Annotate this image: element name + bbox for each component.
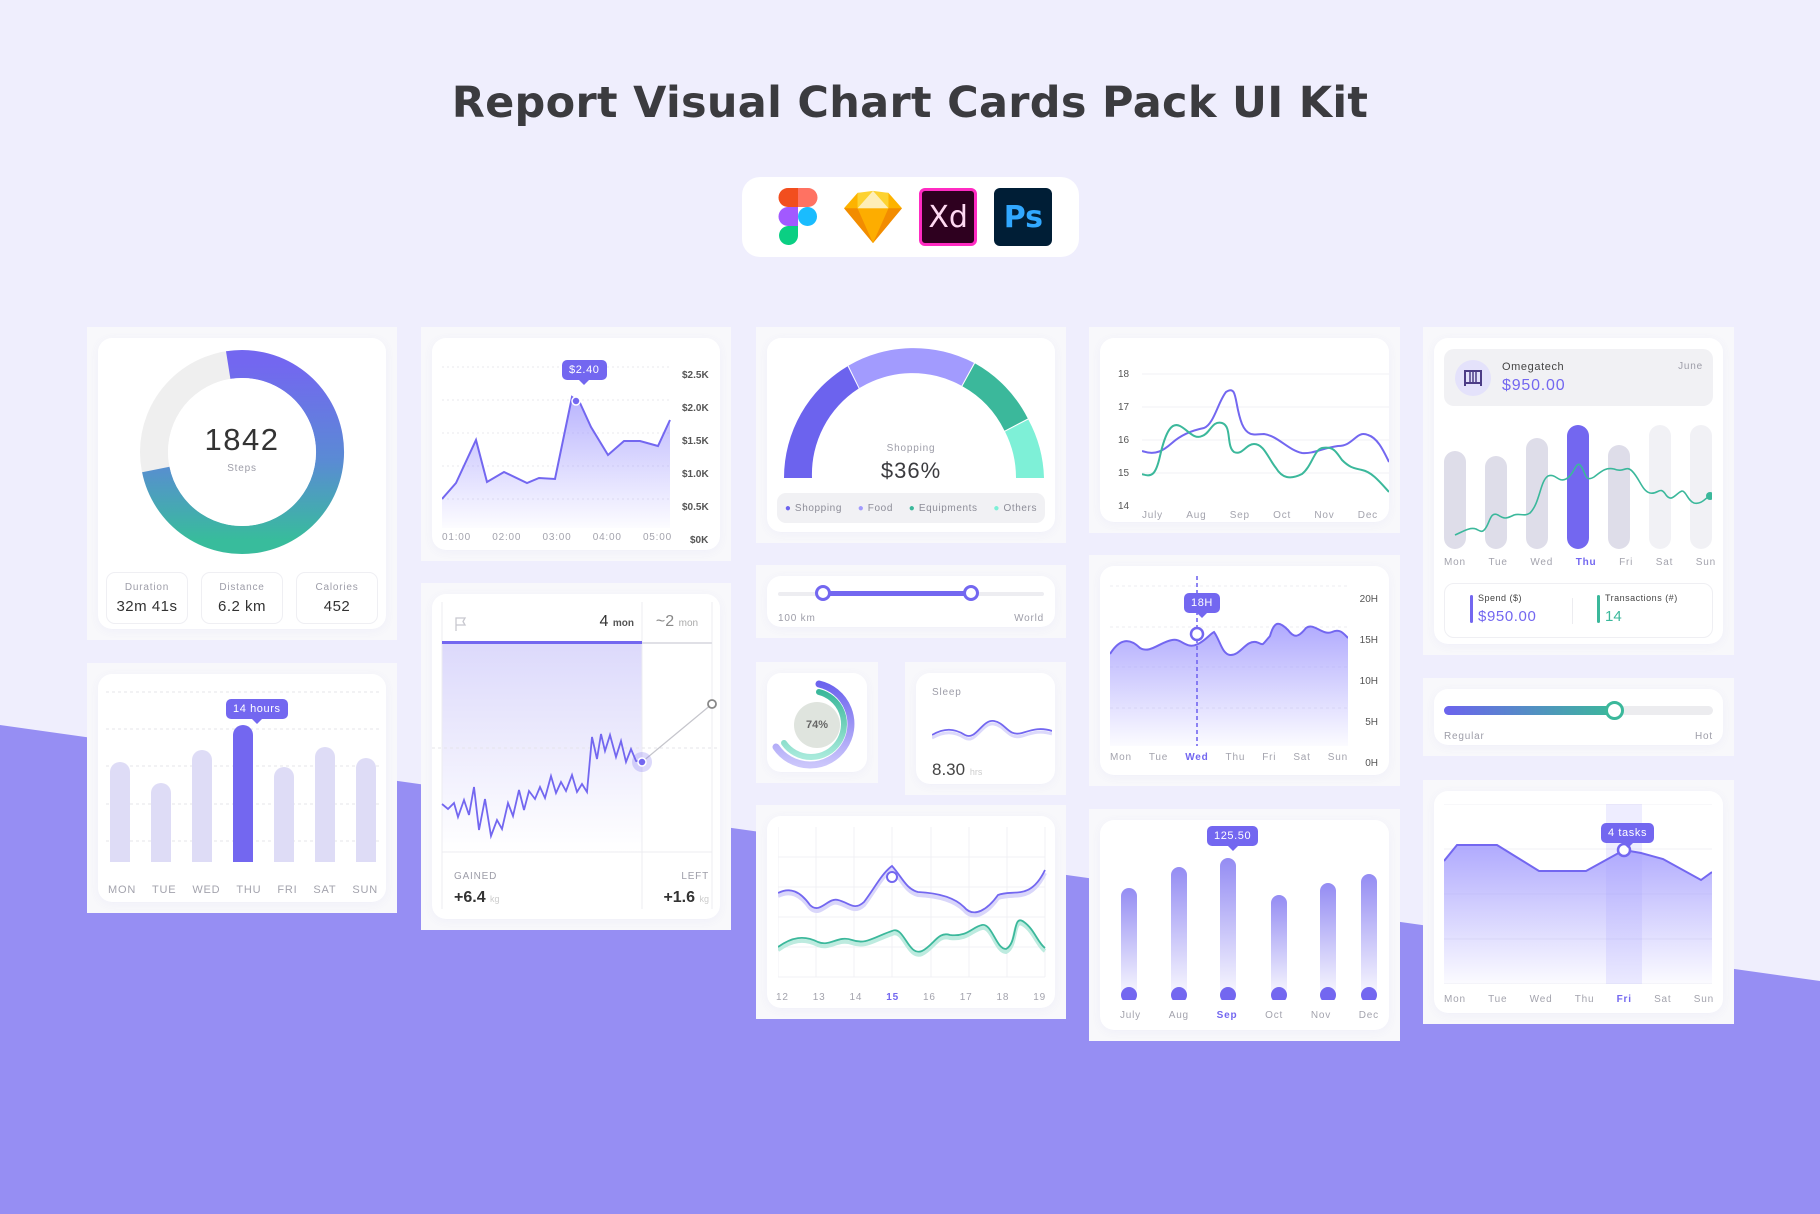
progress-donut-card: 74% <box>756 662 878 783</box>
company-name: Omegatech <box>1502 361 1565 373</box>
omegatech-x-axis: Mon Tue Wed Thu Fri Sat Sun <box>1444 557 1716 568</box>
left-value: +1.6 kg <box>663 889 709 906</box>
barcode-icon <box>1455 360 1491 396</box>
steps-card: 1842 Steps Duration 32m 41s Distance 6.2… <box>87 327 397 640</box>
left-label: LEFT <box>681 871 709 882</box>
donut-value: 74% <box>805 719 829 731</box>
company-header[interactable]: Omegatech $950.00 June <box>1444 349 1713 406</box>
company-month: June <box>1678 361 1703 372</box>
hours-bar-card: 14 hours MON TUE WED THU FRI SAT SUN <box>87 663 397 913</box>
revenue-tooltip: $2.40 <box>562 360 607 385</box>
spend-value: $950.00 <box>1478 608 1537 625</box>
figma-logo <box>769 188 827 246</box>
page-title: Report Visual Chart Cards Pack UI Kit <box>451 78 1369 128</box>
tool-logos: Xd Ps <box>742 177 1079 257</box>
legend-others: ● Others <box>993 502 1038 514</box>
omegatech-card: Omegatech $950.00 June Mon Tue Wed Thu F… <box>1423 327 1734 655</box>
dual-line-y-axis: 18 17 16 15 14 <box>1118 369 1130 512</box>
period-done: 4 mon <box>599 613 634 630</box>
spending-gauge-chart <box>784 348 1044 478</box>
steps-stats: Duration 32m 41s Distance 6.2 km Calorie… <box>106 572 378 624</box>
gauge-label: Shopping <box>886 443 936 454</box>
lollipop-x-axis: July Aug Sep Oct Nov Dec <box>1120 1010 1379 1021</box>
multi-line-card: 12 13 14 15 16 17 18 19 <box>756 805 1066 1019</box>
tasks-tooltip: 4 tasks <box>1601 823 1655 848</box>
lollipop-tooltip: 125.50 <box>1207 826 1259 851</box>
sleep-wave-chart <box>932 720 1052 741</box>
weight-progress-chart <box>432 602 720 909</box>
temp-slider-handle[interactable] <box>1605 701 1624 720</box>
sleep-value: 8.30 hrs <box>932 760 983 779</box>
temp-slider-fill <box>1444 706 1614 715</box>
spending-gauge-card: Shopping $36% ● Shopping ● Food ● Equipm… <box>756 327 1066 543</box>
revenue-area-chart <box>442 366 671 528</box>
flag-icon[interactable] <box>454 616 468 632</box>
revenue-y-axis: $2.5K $2.0K $1.5K $1.0K $0.5K $0K <box>682 370 709 546</box>
area-hours-card: 18H 20H 15H 10H 5H 0H Mon Tue Wed Thu Fr… <box>1089 555 1400 786</box>
legend-equipments: ● Equipments <box>908 502 978 514</box>
temp-min-label: Regular <box>1444 731 1485 742</box>
stat-distance: Distance 6.2 km <box>201 572 283 624</box>
distance-range-card: 100 km World <box>756 565 1066 638</box>
stat-calories: Calories 452 <box>296 572 378 624</box>
tasks-area-card: 4 tasks Mon Tue Wed Thu Fri Sat Sun <box>1423 780 1734 1024</box>
sleep-card: Sleep 8.30 hrs <box>905 662 1066 795</box>
range-fill <box>823 591 971 596</box>
dual-line-card: 18 17 16 15 14 July Aug Sep Oct Nov Dec <box>1089 327 1400 533</box>
hours-day-labels: MON TUE WED THU FRI SAT SUN <box>108 884 378 896</box>
multi-line-x-axis: 12 13 14 15 16 17 18 19 <box>776 992 1046 1003</box>
period-left: ~2 mon <box>655 613 699 630</box>
temp-max-label: Hot <box>1695 731 1713 742</box>
revenue-x-axis: 01:00 02:00 03:00 04:00 05:00 <box>442 532 672 543</box>
omegatech-summary: Spend ($) $950.00 Transactions (#) 14 <box>1444 583 1713 638</box>
hours-bar-chart <box>106 691 380 862</box>
lollipop-bar-card: 125.50 July Aug Sep Oct Nov Dec <box>1089 809 1400 1041</box>
hours-tooltip: 14 hours <box>226 699 288 724</box>
transactions-label: Transactions (#) <box>1605 593 1678 603</box>
revenue-area-card: $2.40 $2.5K $2.0K $1.5K $1.0K $0.5K $0K … <box>421 327 731 561</box>
range-max-handle[interactable] <box>963 585 979 601</box>
dual-line-chart <box>1142 373 1389 493</box>
range-max-label: World <box>1014 613 1044 624</box>
steps-label: Steps <box>227 463 257 474</box>
range-min-label: 100 km <box>778 613 816 624</box>
area-hours-x-axis: Mon Tue Wed Thu Fri Sat Sun <box>1110 752 1348 763</box>
sleep-label: Sleep <box>932 687 962 698</box>
spend-label: Spend ($) <box>1478 593 1523 603</box>
gained-label: GAINED <box>454 871 498 882</box>
area-hours-y-axis: 20H 15H 10H 5H 0H <box>1359 594 1378 769</box>
tasks-x-axis: Mon Tue Wed Thu Fri Sat Sun <box>1444 994 1714 1005</box>
legend-food: ● Food <box>857 502 893 514</box>
steps-value: 1842 <box>204 422 280 457</box>
tasks-area-chart <box>1444 804 1712 984</box>
transactions-value: 14 <box>1605 608 1622 625</box>
stat-duration: Duration 32m 41s <box>106 572 188 624</box>
range-min-handle[interactable] <box>815 585 831 601</box>
xd-logo: Xd <box>919 188 978 246</box>
multi-line-chart <box>778 827 1047 978</box>
omegatech-combo-chart <box>1444 425 1712 549</box>
gauge-value: $36% <box>880 458 942 483</box>
sketch-logo <box>843 188 902 246</box>
gauge-legend: ● Shopping ● Food ● Equipments ● Others <box>777 493 1045 523</box>
lollipop-bar-chart <box>1121 858 1377 1000</box>
gained-value: +6.4 kg <box>454 889 500 906</box>
area-hours-tooltip: 18H <box>1184 593 1220 618</box>
legend-shopping: ● Shopping <box>784 502 842 514</box>
progress-donut-chart <box>772 680 855 769</box>
company-amount: $950.00 <box>1502 377 1566 394</box>
temperature-slider-card: Regular Hot <box>1423 678 1734 756</box>
area-hours-chart <box>1110 576 1348 746</box>
steps-ring-chart <box>140 350 344 554</box>
weight-progress-card: 4 mon ~2 mon GAINED +6.4 kg LEFT +1.6 kg <box>421 583 731 930</box>
dual-line-x-axis: July Aug Sep Oct Nov Dec <box>1142 510 1378 521</box>
photoshop-logo: Ps <box>994 188 1053 246</box>
